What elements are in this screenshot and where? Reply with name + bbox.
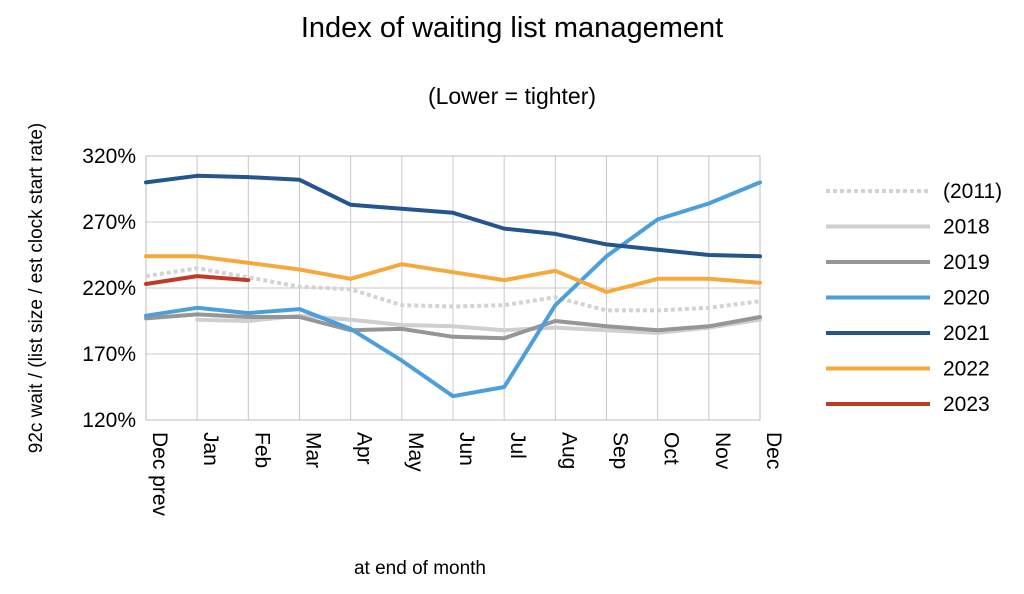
legend-label: 2019: [943, 251, 990, 274]
series-line-2022: [144, 254, 762, 294]
chart-series-lines: [144, 173, 762, 399]
x-tick-label: Aug: [557, 432, 580, 469]
x-axis-ticks: Dec prev Jan Feb Mar Apr May Jun Jul Aug Sep Oct No…: [148, 432, 785, 517]
series-line-2021: [144, 173, 762, 259]
chart-legend: (2011) 2018 2019 2020 2021 2022 2023: [826, 180, 1002, 416]
chart-title: Index of waiting list management: [300, 12, 724, 44]
x-tick-label: Nov: [711, 432, 734, 470]
x-tick-label: Dec: [762, 432, 785, 469]
legend-label: 2020: [943, 287, 990, 310]
legend-label: 2018: [943, 216, 990, 239]
x-tick-label: Jan: [199, 432, 222, 466]
series-line-2023: [144, 274, 251, 286]
x-tick-label: Apr: [353, 432, 376, 465]
y-tick-label: 220%: [82, 277, 136, 300]
legend-label: 2023: [943, 393, 990, 416]
x-tick-label: Feb: [250, 432, 273, 468]
x-tick-label: Jun: [455, 432, 478, 466]
legend-label: 2021: [943, 322, 990, 345]
series-line-2020: [144, 180, 762, 399]
x-tick-label: Dec prev: [148, 432, 171, 517]
x-tick-label: Mar: [302, 432, 325, 468]
x-tick-label: Jul: [506, 432, 529, 459]
y-axis-ticks: 120% 170% 220% 270% 320%: [82, 145, 136, 432]
legend-label: 2022: [943, 358, 990, 381]
plot-frame: [145, 155, 761, 421]
y-tick-label: 120%: [82, 409, 136, 432]
y-tick-label: 270%: [82, 211, 136, 234]
legend-label: (2011): [943, 180, 1002, 203]
x-tick-label: May: [404, 432, 427, 472]
chart-subtitle: (Lower = tighter): [427, 83, 597, 109]
x-tick-label: Sep: [609, 432, 632, 469]
series-line-2019: [144, 312, 762, 341]
y-tick-label: 320%: [82, 145, 136, 168]
chart-grid: [145, 155, 761, 421]
y-axis-label: 92c wait / (list size / est clock start …: [26, 123, 47, 453]
x-axis-label: at end of month: [354, 558, 486, 579]
x-tick-label: Oct: [660, 432, 683, 465]
series-line-2011: [145, 266, 761, 313]
y-tick-label: 170%: [82, 343, 136, 366]
